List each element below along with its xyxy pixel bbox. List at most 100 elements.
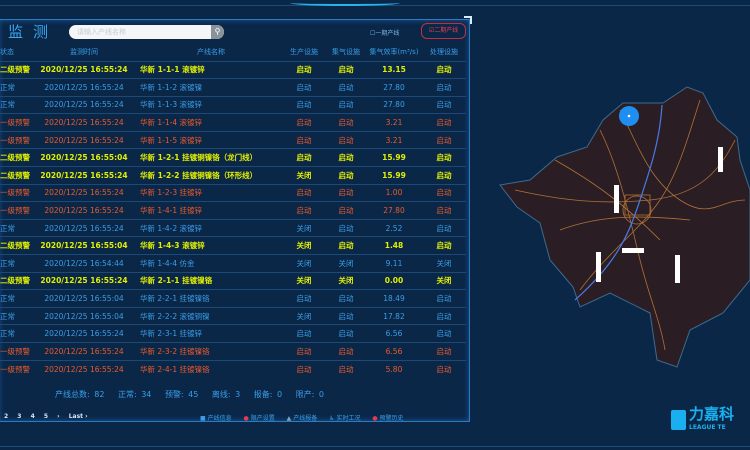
table-row[interactable]: 正常 2020/12/25 16:55:24 华新 1-1-2 滚镀镍 启动 启动 27.… bbox=[0, 78, 466, 97]
cell-efficiency: 27.80 bbox=[366, 201, 422, 220]
table-row[interactable]: 二级预警 2020/12/25 16:55:04 华新 1-2-1 挂镀铜镍铬（龙门… bbox=[0, 148, 466, 167]
cell-time: 2020/12/25 16:55:24 bbox=[36, 113, 132, 132]
stat-reported: 报备: 0 bbox=[253, 390, 283, 399]
next-page[interactable]: › bbox=[57, 413, 60, 420]
col-gas-collection[interactable]: 集气设施 bbox=[332, 48, 360, 57]
phase1-checkbox[interactable]: ☐一期产线 bbox=[370, 30, 400, 37]
legend-limit-setting[interactable]: ● 限产设置 bbox=[244, 415, 275, 422]
cell-treatment: 启动 bbox=[422, 342, 466, 361]
cell-production: 启动 bbox=[282, 60, 326, 79]
table-row[interactable]: 一级预警 2020/12/25 16:55:24 华新 1-1-4 滚镀锌 启动 启动 3… bbox=[0, 113, 466, 132]
cell-line-name: 华新 1-4-4 仿金 bbox=[132, 254, 282, 273]
page-5[interactable]: 5 bbox=[43, 413, 49, 420]
cell-production: 启动 bbox=[282, 183, 326, 202]
cell-line-name: 华新 1-2-2 挂镀铜镍铬（环形线） bbox=[132, 166, 282, 185]
table-row[interactable]: 一级预警 2020/12/25 16:55:24 华新 2-4-1 挂镀镍铬 启动 启动… bbox=[0, 359, 466, 378]
cell-line-name: 华新 2-2-1 挂镀镍铬 bbox=[132, 289, 282, 308]
cell-efficiency: 13.15 bbox=[366, 60, 422, 79]
phase2-checkbox[interactable]: ☑二期产线 bbox=[421, 23, 466, 39]
cell-gas-collection: 启动 bbox=[326, 95, 366, 114]
cell-status: 二级预警 bbox=[0, 60, 36, 79]
map-markers[interactable] bbox=[596, 147, 723, 283]
table-row[interactable]: 正常 2020/12/25 16:54:44 华新 1-4-4 仿金 关闭 关闭 9.11… bbox=[0, 254, 466, 273]
cell-status: 一级预警 bbox=[0, 183, 36, 202]
cell-efficiency: 15.99 bbox=[366, 166, 422, 185]
cell-time: 2020/12/25 16:55:24 bbox=[36, 324, 132, 343]
search-input[interactable]: 请输入产线名称 bbox=[69, 25, 224, 39]
cell-status: 正常 bbox=[0, 324, 36, 343]
cell-efficiency: 2.52 bbox=[366, 218, 422, 237]
col-time[interactable]: 监测时间 bbox=[70, 48, 98, 57]
cell-time: 2020/12/25 16:55:24 bbox=[36, 95, 132, 114]
page-4[interactable]: 4 bbox=[30, 413, 35, 420]
table-row[interactable]: 一级预警 2020/12/25 16:55:24 华新 1-4-1 挂镀锌 启动 启动 2… bbox=[0, 201, 466, 220]
phase1-label: 一期产线 bbox=[375, 30, 400, 37]
cell-line-name: 华新 1-1-1 滚镀锌 bbox=[132, 60, 282, 79]
col-production[interactable]: 生产设施 bbox=[290, 48, 318, 57]
table-row[interactable]: 正常 2020/12/25 16:55:04 华新 2-2-2 滚镀铜镍 关闭 启动 17… bbox=[0, 306, 466, 325]
cell-time: 2020/12/25 16:55:24 bbox=[36, 60, 132, 79]
cell-production: 关闭 bbox=[282, 254, 326, 273]
search-icon: ⚲ bbox=[214, 27, 221, 36]
cell-time: 2020/12/25 16:55:24 bbox=[36, 342, 132, 361]
legend-report[interactable]: ▲ 产线报备 bbox=[287, 415, 318, 422]
table-row[interactable]: 一级预警 2020/12/25 16:55:24 华新 1-2-3 挂镀锌 启动 启动 1… bbox=[0, 183, 466, 202]
cell-status: 一级预警 bbox=[0, 359, 36, 378]
panel-title: 监测 bbox=[8, 23, 59, 41]
cell-line-name: 华新 1-1-2 滚镀镍 bbox=[132, 78, 282, 97]
cell-production: 启动 bbox=[282, 324, 326, 343]
cell-line-name: 华新 1-2-1 挂镀铜镍铬（龙门线） bbox=[132, 148, 282, 167]
cell-line-name: 华新 2-3-1 挂镀锌 bbox=[132, 324, 282, 343]
cell-time: 2020/12/25 16:55:04 bbox=[36, 148, 132, 167]
cell-status: 一级预警 bbox=[0, 342, 36, 361]
table-row[interactable]: 正常 2020/12/25 16:55:24 华新 1-1-3 滚镀锌 启动 启动 27.… bbox=[0, 95, 466, 114]
col-efficiency[interactable]: 集气效率(m³/s) bbox=[369, 48, 419, 57]
cell-production: 关闭 bbox=[282, 236, 326, 255]
table-row[interactable]: 一级预警 2020/12/25 16:55:24 华新 2-3-2 挂镀镍铬 启动 启动… bbox=[0, 342, 466, 361]
logo-icon bbox=[671, 410, 686, 430]
cell-status: 一级预警 bbox=[0, 130, 36, 149]
cell-efficiency: 1.00 bbox=[366, 183, 422, 202]
col-line-name[interactable]: 产线名称 bbox=[197, 48, 225, 57]
table-row[interactable]: 二级预警 2020/12/25 16:55:24 华新 1-1-1 滚镀锌 启动 启动 1… bbox=[0, 60, 466, 79]
col-treatment[interactable]: 处理设施 bbox=[430, 48, 458, 57]
bottom-divider bbox=[0, 446, 750, 447]
table-row[interactable]: 二级预警 2020/12/25 16:55:24 华新 2-1-1 挂镀镍铬 关闭 关闭… bbox=[0, 271, 466, 290]
page-2[interactable]: 2 bbox=[4, 413, 9, 420]
cell-line-name: 华新 2-4-1 挂镀镍铬 bbox=[132, 359, 282, 378]
table-row[interactable]: 二级预警 2020/12/25 16:55:24 华新 1-2-2 挂镀铜镍铬（环形… bbox=[0, 166, 466, 185]
legend-alarm-history[interactable]: ● 预警历史 bbox=[372, 415, 403, 422]
legend-label: 产线信息 bbox=[207, 415, 232, 422]
search-button[interactable]: ⚲ bbox=[211, 25, 224, 39]
cell-line-name: 华新 1-4-3 滚镀锌 bbox=[132, 236, 282, 255]
top-glow-decoration bbox=[290, 0, 400, 6]
cell-treatment: 启动 bbox=[422, 95, 466, 114]
legend-line-info[interactable]: ■ 产线信息 bbox=[200, 415, 232, 422]
cell-efficiency: 1.48 bbox=[366, 236, 422, 255]
table-row[interactable]: 正常 2020/12/25 16:55:24 华新 1-4-2 滚镀锌 关闭 启动 2.5… bbox=[0, 218, 466, 237]
cell-line-name: 华新 1-4-2 滚镀锌 bbox=[132, 218, 282, 237]
col-status[interactable]: 状态 bbox=[0, 48, 14, 57]
cell-line-name: 华新 2-3-2 挂镀镍铬 bbox=[132, 342, 282, 361]
cell-time: 2020/12/25 16:55:24 bbox=[36, 201, 132, 220]
cell-treatment: 关闭 bbox=[422, 271, 466, 290]
cell-efficiency: 27.80 bbox=[366, 95, 422, 114]
cell-status: 正常 bbox=[0, 254, 36, 273]
table-row[interactable]: 正常 2020/12/25 16:55:24 华新 2-3-1 挂镀锌 启动 启动 6.5… bbox=[0, 324, 466, 343]
last-page[interactable]: Last › bbox=[68, 413, 88, 420]
page-3[interactable]: 3 bbox=[17, 413, 22, 420]
legend-realtime[interactable]: ♿ 实时工况 bbox=[329, 415, 360, 422]
limit-circle-icon: ● bbox=[243, 415, 249, 422]
table-row[interactable]: 正常 2020/12/25 16:55:04 华新 2-2-1 挂镀镍铬 启动 启动 18… bbox=[0, 289, 466, 308]
cell-efficiency: 9.11 bbox=[366, 254, 422, 273]
table-row[interactable]: 二级预警 2020/12/25 16:55:04 华新 1-4-3 滚镀锌 关闭 启动 1… bbox=[0, 236, 466, 255]
cell-treatment: 启动 bbox=[422, 218, 466, 237]
cell-treatment: 启动 bbox=[422, 166, 466, 185]
legend: ■ 产线信息 ● 限产设置 ▲ 产线报备 ♿ 实时工况 ● 预警历史 bbox=[200, 413, 414, 422]
region-map[interactable] bbox=[490, 75, 750, 375]
cell-line-name: 华新 1-1-4 滚镀锌 bbox=[132, 113, 282, 132]
cell-status: 二级预警 bbox=[0, 148, 36, 167]
info-square-icon: ■ bbox=[200, 415, 206, 422]
logo-text-en: LEAGUE TE bbox=[689, 424, 726, 431]
table-row[interactable]: 一级预警 2020/12/25 16:55:24 华新 1-1-5 滚镀锌 启动 启动 3… bbox=[0, 130, 466, 149]
